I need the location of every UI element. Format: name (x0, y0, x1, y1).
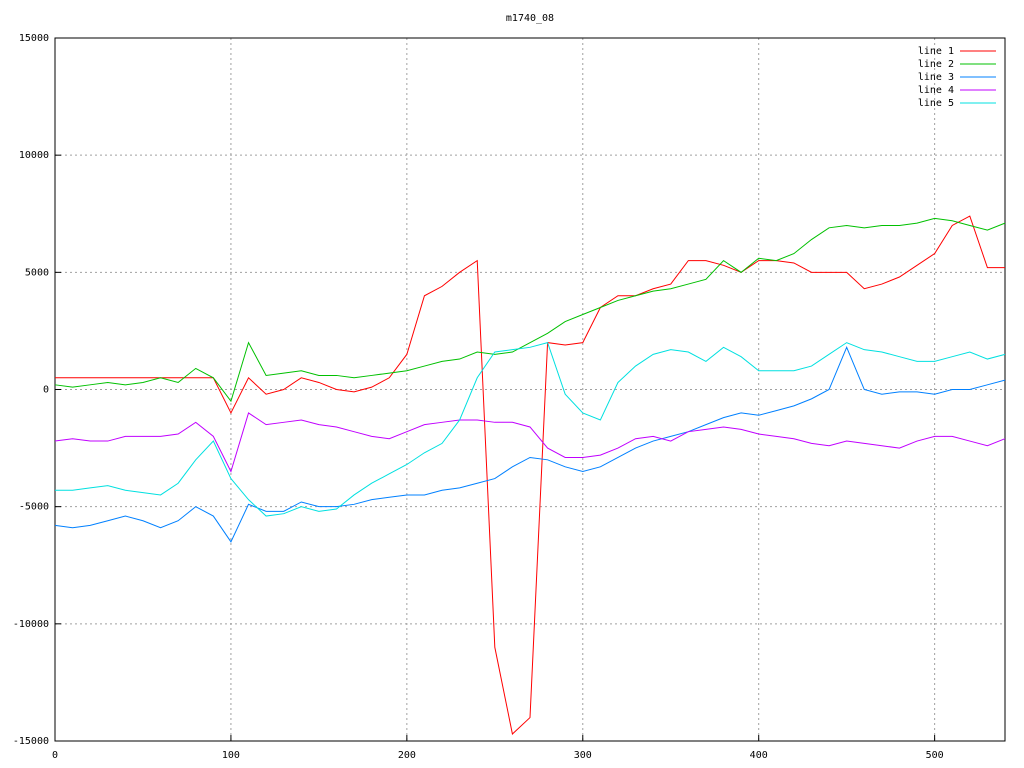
legend-label: line 5 (918, 98, 954, 109)
x-tick-label: 100 (222, 750, 240, 761)
series-line (55, 215, 1005, 735)
legend-label: line 3 (918, 72, 954, 83)
chart-title: m1740_08 (506, 13, 554, 24)
x-tick-label: 400 (750, 750, 768, 761)
y-tick-label: 5000 (25, 267, 49, 278)
y-tick-label: 10000 (19, 150, 49, 161)
legend-label: line 2 (918, 59, 954, 70)
x-tick-label: 500 (926, 750, 944, 761)
y-tick-label: -5000 (19, 502, 49, 513)
series-line (54, 217, 1006, 403)
series-line (54, 412, 1006, 473)
legend-label: line 1 (918, 46, 954, 57)
plot-frame (54, 37, 1006, 742)
legend-label: line 4 (918, 85, 954, 96)
x-tick-label: 0 (52, 750, 58, 761)
series-line (55, 342, 1006, 517)
y-tick-label: -15000 (13, 736, 49, 747)
y-tick-label: -10000 (13, 619, 49, 630)
x-tick-label: 200 (398, 750, 416, 761)
x-tick-label: 300 (574, 750, 592, 761)
series-line (54, 346, 1006, 543)
y-tick-label: 0 (43, 385, 49, 396)
y-tick-label: 15000 (19, 33, 49, 44)
